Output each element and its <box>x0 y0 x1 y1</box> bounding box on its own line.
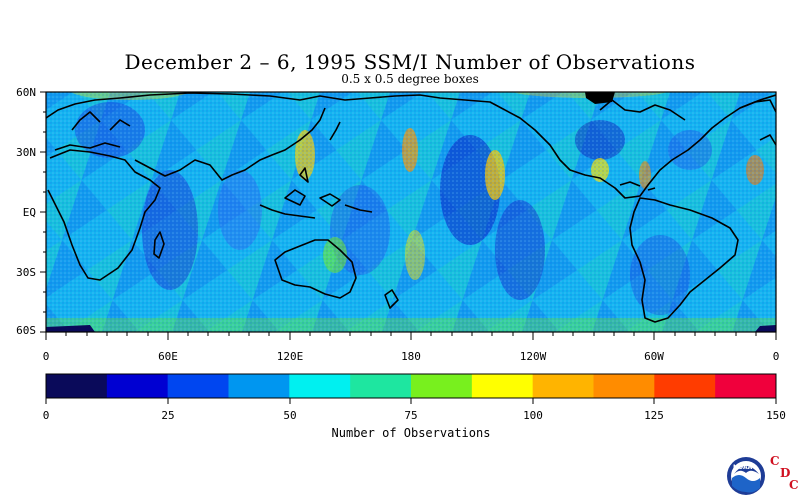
colorbar-segment <box>228 374 290 398</box>
colorbar-label-125: 125 <box>644 409 664 422</box>
cdc-letter-d: D <box>780 466 791 480</box>
colorbar-label-150: 150 <box>766 409 786 422</box>
lon-ticks <box>45 332 777 340</box>
colorbar-segment <box>654 374 716 398</box>
colorbar-title: Number of Observations <box>331 426 491 440</box>
colorbar-segment <box>411 374 473 398</box>
colorbar-label-0: 0 <box>42 409 50 422</box>
colorbar-label-75: 75 <box>404 409 418 422</box>
lat-label-60n: 60N <box>16 86 36 99</box>
colorbar-segment <box>289 374 351 398</box>
lon-label-120e: 120E <box>276 350 304 363</box>
lon-label-120w: 120W <box>519 350 547 363</box>
colorbar-segment <box>532 374 594 398</box>
noaa-emblem-icon <box>727 457 765 495</box>
lat-label-30n: 30N <box>16 146 36 159</box>
lon-label-0: 0 <box>42 350 50 363</box>
colorbar-segment <box>350 374 412 398</box>
coastlines <box>46 92 776 323</box>
colorbar-label-100: 100 <box>523 409 543 422</box>
lon-label-60e: 60E <box>158 350 178 363</box>
lat-label-30s: 30S <box>16 266 36 279</box>
lat-ticks <box>40 91 46 333</box>
noaa-label: NOAA <box>733 464 753 471</box>
colorbar-label-50: 50 <box>283 409 297 422</box>
colorbar-label-25: 25 <box>161 409 175 422</box>
lat-label-eq: EQ <box>22 206 36 219</box>
colorbar-segment <box>593 374 655 398</box>
lon-label-60w: 60W <box>644 350 664 363</box>
cdc-letter-c1: C <box>770 454 780 468</box>
observation-field <box>46 92 776 332</box>
map-title: December 2 – 6, 1995 SSM/I Number of Obs… <box>124 50 696 74</box>
colorbar <box>46 374 777 398</box>
colorbar-ticks <box>45 398 777 404</box>
colorbar-segment <box>106 374 169 398</box>
colorbar-segment <box>471 374 534 398</box>
noaa-cdc-logo: NOAA C D C <box>726 452 800 498</box>
lat-label-60s: 60S <box>16 324 36 337</box>
lon-label-180: 180 <box>401 350 421 363</box>
lon-label-0-end: 0 <box>772 350 780 363</box>
cdc-letter-c2: C <box>789 478 799 492</box>
map-subtitle: 0.5 x 0.5 degree boxes <box>341 72 479 86</box>
colorbar-segment <box>167 374 229 398</box>
colorbar-segment <box>46 374 108 398</box>
colorbar-segment <box>715 374 777 398</box>
